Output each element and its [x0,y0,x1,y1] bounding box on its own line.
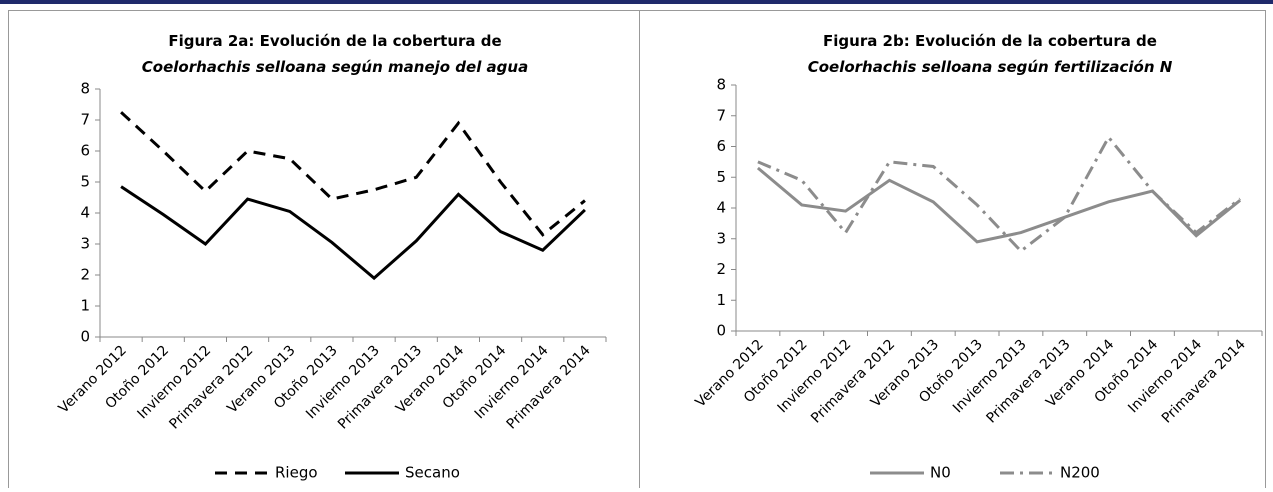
y-tick-label: 6 [716,137,726,155]
y-tick-label: 6 [80,142,90,160]
legend-label: Secano [405,464,460,482]
legend-label: Riego [275,464,318,482]
y-tick-label: 8 [80,80,90,98]
y-tick-label: 3 [80,235,90,253]
x-tick-label: Primavera 2014 [1159,336,1249,426]
y-tick-label: 2 [716,260,726,278]
y-tick-label: 0 [716,322,726,340]
y-tick-label: 3 [716,229,726,247]
legend-label: N0 [930,464,951,482]
chart-title: Figura 2b: Evolución de la cobertura de [823,32,1157,50]
chart-title: Coelorhachis selloana según manejo del a… [142,58,528,76]
series-line [120,185,586,281]
y-tick-label: 5 [80,173,90,191]
x-tick-label: Invierno 2013 [303,343,383,423]
y-tick-label: 1 [80,297,90,315]
chart-title: Coelorhachis selloana según fertilizació… [808,58,1173,76]
y-tick-label: 0 [80,328,90,346]
y-tick-label: 4 [716,199,726,217]
y-tick-label: 5 [716,168,726,186]
series-line [757,134,1241,254]
y-tick-label: 8 [716,76,726,94]
x-tick-label: Invierno 2012 [134,343,214,423]
x-tick-label: Invierno 2014 [472,342,552,422]
chart-title: Figura 2a: Evolución de la cobertura de [168,32,501,50]
y-tick-label: 1 [716,291,726,309]
legend-label: N200 [1060,464,1100,482]
y-tick-label: 4 [80,204,90,222]
y-tick-label: 7 [716,106,726,124]
top-bar [0,0,1273,4]
y-tick-label: 2 [80,266,90,284]
y-tick-label: 7 [80,111,90,129]
series-line [120,111,586,237]
